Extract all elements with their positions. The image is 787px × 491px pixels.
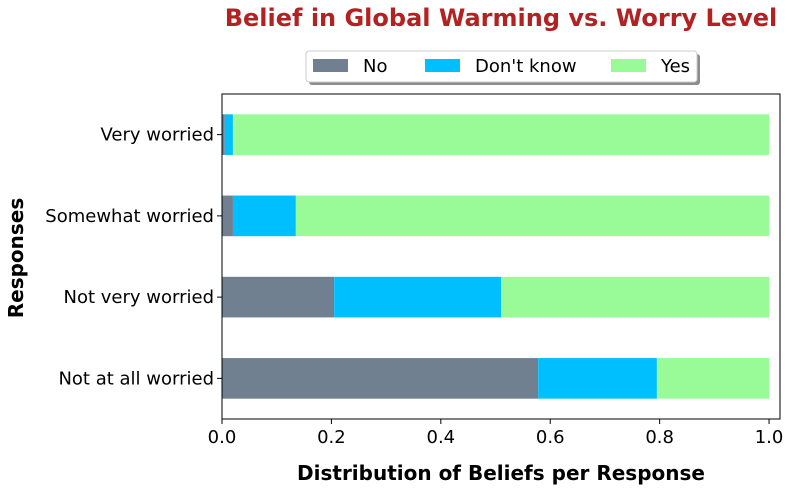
legend-label: No xyxy=(363,56,387,77)
x-tick-label: 1.0 xyxy=(755,427,784,448)
bars xyxy=(222,114,770,399)
bar-very-worried-series-2 xyxy=(232,114,770,155)
legend-frame xyxy=(305,50,698,83)
legend: No Don't know Yes xyxy=(305,50,700,85)
bar-somewhat-worried-series-0 xyxy=(222,195,233,237)
x-axis-ticks: 0.0 0.2 0.4 0.6 0.8 1.0 xyxy=(208,419,784,448)
chart-title: Belief in Global Warming vs. Worry Level xyxy=(225,4,778,32)
y-axis-label: Responses xyxy=(4,198,28,319)
y-tick-label: Very worried xyxy=(101,125,214,146)
y-tick-label: Not very worried xyxy=(64,287,214,308)
bar-not-at-all-worried-series-1 xyxy=(538,358,657,399)
y-tick-label: Somewhat worried xyxy=(45,206,214,227)
legend-label: Yes xyxy=(660,56,690,77)
legend-swatch xyxy=(611,59,646,72)
x-tick-label: 0.2 xyxy=(317,427,346,448)
y-tick-label: Not at all worried xyxy=(58,368,214,389)
legend-swatch xyxy=(425,59,460,72)
legend-swatch xyxy=(313,59,348,72)
bar-very-worried-series-0 xyxy=(222,114,225,155)
x-tick-label: 0.0 xyxy=(208,427,237,448)
x-tick-label: 0.8 xyxy=(645,427,674,448)
bar-not-at-all-worried-series-0 xyxy=(222,358,539,399)
x-tick-label: 0.4 xyxy=(427,427,456,448)
bar-somewhat-worried-series-2 xyxy=(295,195,770,237)
x-tick-label: 0.6 xyxy=(536,427,565,448)
bar-not-very-worried-series-0 xyxy=(222,276,335,318)
y-axis-ticks: Not at all worried Not very worried Somewh… xyxy=(45,125,222,389)
bar-not-very-worried-series-2 xyxy=(501,276,770,318)
x-axis-label: Distribution of Beliefs per Response xyxy=(297,461,705,485)
legend-label: Don't know xyxy=(475,56,577,77)
bar-somewhat-worried-series-1 xyxy=(232,195,296,237)
plot-area-frame xyxy=(221,93,781,420)
bar-very-worried-series-1 xyxy=(224,114,233,155)
bar-not-at-all-worried-series-2 xyxy=(656,358,770,399)
bar-not-very-worried-series-1 xyxy=(334,276,501,318)
